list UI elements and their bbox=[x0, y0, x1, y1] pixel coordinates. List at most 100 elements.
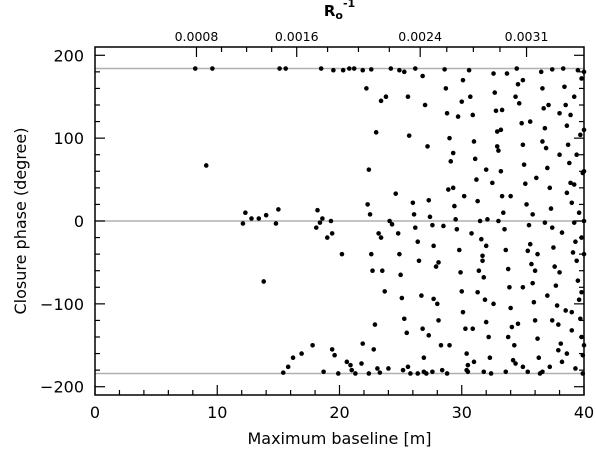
data-point bbox=[399, 295, 405, 301]
data-point bbox=[515, 321, 521, 327]
data-point bbox=[514, 66, 520, 71]
data-point bbox=[540, 86, 545, 91]
data-point bbox=[425, 144, 430, 149]
top-tick-label: 0.0031 bbox=[505, 29, 549, 44]
data-point bbox=[339, 251, 345, 257]
top-axis-label-sup: -1 bbox=[343, 0, 355, 10]
data-point bbox=[324, 235, 330, 240]
x-axis-label: Maximum baseline [m] bbox=[247, 429, 431, 448]
data-point bbox=[549, 225, 555, 230]
data-point bbox=[430, 369, 435, 375]
data-point bbox=[535, 336, 540, 341]
data-point bbox=[499, 107, 505, 113]
data-point bbox=[556, 322, 561, 327]
data-point bbox=[471, 139, 477, 144]
data-point bbox=[483, 243, 489, 249]
data-point bbox=[310, 342, 315, 348]
data-point bbox=[450, 150, 456, 156]
data-point bbox=[313, 225, 319, 230]
data-point bbox=[558, 341, 564, 346]
data-point bbox=[377, 370, 383, 375]
data-point bbox=[444, 110, 450, 116]
data-point bbox=[379, 268, 385, 274]
data-point bbox=[474, 177, 479, 182]
data-point bbox=[536, 355, 542, 361]
data-point bbox=[299, 351, 304, 356]
data-point bbox=[446, 187, 451, 192]
data-point bbox=[368, 67, 374, 72]
data-point bbox=[557, 110, 562, 116]
data-point bbox=[243, 210, 248, 216]
data-point bbox=[466, 67, 472, 73]
data-point bbox=[520, 77, 526, 83]
top-axis-label: Ro-1 bbox=[324, 0, 355, 22]
data-point bbox=[367, 212, 373, 217]
data-point bbox=[481, 369, 487, 375]
data-point bbox=[346, 66, 352, 71]
data-point bbox=[501, 210, 506, 216]
data-point bbox=[477, 218, 483, 224]
data-point bbox=[464, 367, 469, 373]
data-point bbox=[496, 218, 501, 224]
data-point bbox=[470, 326, 476, 332]
data-point bbox=[491, 71, 496, 76]
data-point bbox=[567, 160, 572, 166]
data-point bbox=[408, 371, 413, 376]
data-point bbox=[415, 239, 421, 245]
data-point bbox=[315, 207, 320, 213]
y-tick-label: 200 bbox=[53, 46, 84, 65]
data-point bbox=[431, 243, 436, 249]
data-point bbox=[372, 322, 378, 327]
data-point bbox=[441, 223, 446, 229]
data-point bbox=[499, 193, 505, 199]
data-point bbox=[568, 112, 573, 118]
y-axis-label: Closure phase (degree) bbox=[11, 128, 30, 315]
y-tick-label: 100 bbox=[53, 129, 84, 148]
data-point bbox=[416, 258, 422, 264]
data-point bbox=[576, 297, 582, 303]
data-point bbox=[487, 355, 493, 361]
data-point bbox=[493, 108, 499, 114]
data-point bbox=[579, 76, 584, 81]
data-point bbox=[320, 216, 325, 221]
data-point bbox=[532, 318, 538, 323]
data-point bbox=[329, 231, 335, 236]
data-point bbox=[332, 352, 337, 358]
x-tick-label: 0 bbox=[90, 403, 100, 422]
data-point bbox=[256, 216, 262, 221]
data-point bbox=[375, 366, 380, 371]
data-point bbox=[472, 156, 478, 162]
data-point bbox=[564, 123, 570, 129]
data-point bbox=[366, 371, 372, 376]
data-point bbox=[349, 367, 355, 373]
data-point bbox=[549, 318, 555, 323]
data-point bbox=[464, 351, 469, 356]
data-point bbox=[554, 303, 560, 308]
data-point bbox=[335, 371, 341, 376]
data-point bbox=[444, 371, 450, 376]
data-point bbox=[370, 268, 375, 274]
data-point bbox=[387, 218, 392, 224]
data-point bbox=[527, 119, 533, 124]
data-point bbox=[435, 301, 440, 307]
data-point bbox=[552, 264, 557, 269]
data-point bbox=[280, 370, 286, 375]
data-point bbox=[491, 301, 496, 307]
data-point bbox=[494, 129, 500, 134]
top-tick-label: 0.0008 bbox=[175, 29, 219, 44]
data-point bbox=[513, 94, 518, 100]
data-point bbox=[442, 67, 447, 72]
data-point bbox=[276, 207, 281, 212]
data-point bbox=[498, 127, 504, 133]
data-point bbox=[411, 212, 417, 217]
data-point bbox=[401, 316, 407, 322]
data-point bbox=[285, 364, 291, 370]
data-point bbox=[496, 148, 501, 153]
y-tick-label: 0 bbox=[74, 212, 84, 231]
data-point bbox=[502, 226, 507, 232]
y-tick-label: −100 bbox=[40, 295, 84, 314]
data-point bbox=[549, 67, 555, 72]
data-point bbox=[525, 369, 531, 375]
data-point bbox=[397, 67, 402, 73]
